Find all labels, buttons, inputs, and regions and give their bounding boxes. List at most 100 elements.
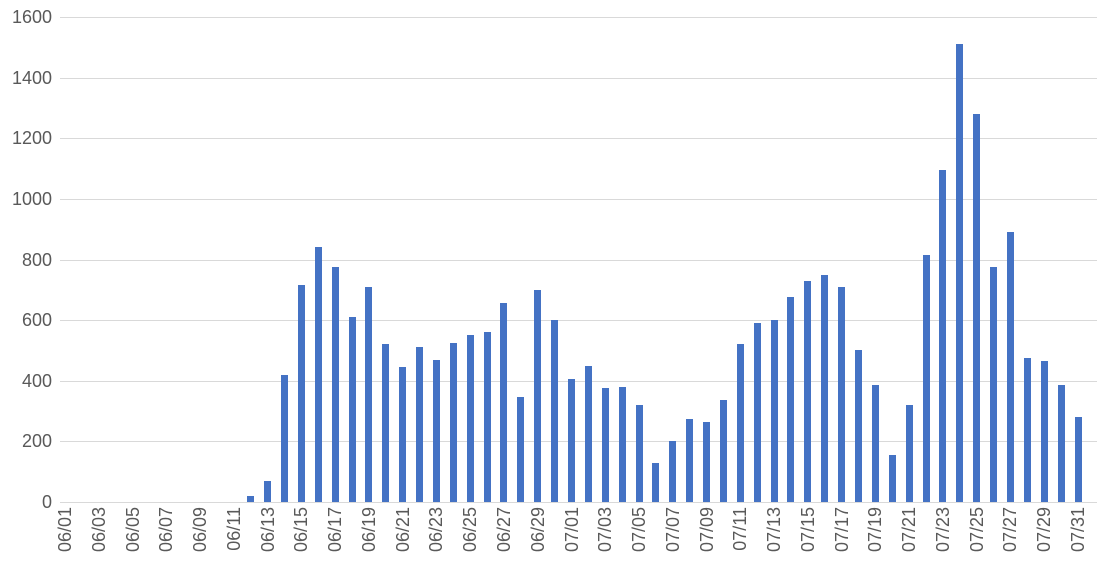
x-tick-label-07/05: 07/05 [629, 507, 650, 553]
gridline-0 [60, 502, 1097, 503]
x-tick-label-07/17: 07/17 [831, 507, 852, 553]
bar-07/16[interactable] [821, 274, 829, 502]
bar-06/27[interactable] [500, 303, 508, 502]
bar-06/14[interactable] [280, 374, 288, 502]
x-tick-label-06/09: 06/09 [190, 507, 211, 553]
y-tick-label-1600: 1600 [11, 7, 52, 27]
x-tick-label-07/31: 07/31 [1068, 507, 1088, 553]
gridline-1600 [60, 17, 1097, 18]
bar-07/24[interactable] [956, 44, 964, 502]
x-tick-label-07/23: 07/23 [932, 507, 953, 553]
bar-07/11[interactable] [736, 344, 744, 502]
x-tick-label-06/19: 06/19 [358, 507, 379, 553]
bar-07/19[interactable] [871, 385, 879, 502]
bar-07/07[interactable] [669, 441, 677, 502]
y-tick-label-200: 200 [21, 431, 52, 452]
x-tick-label-06/01: 06/01 [55, 507, 75, 553]
x-tick-label-06/21: 06/21 [392, 507, 413, 553]
bar-06/17[interactable] [331, 267, 339, 502]
x-tick-label-07/29: 07/29 [1034, 507, 1055, 553]
gridline-1200 [60, 138, 1097, 140]
x-tick-label-06/15: 06/15 [291, 507, 312, 553]
x-tick-label-07/27: 07/27 [1000, 507, 1021, 553]
bar-06/13[interactable] [264, 480, 272, 502]
bar-06/15[interactable] [297, 285, 305, 502]
gridline-200 [60, 441, 1097, 443]
x-tick-label-06/11: 06/11 [223, 507, 244, 551]
bar-06/25[interactable] [466, 335, 474, 502]
bar-07/28[interactable] [1023, 358, 1031, 502]
x-tick-label-06/07: 06/07 [156, 507, 177, 553]
y-tick-label-600: 600 [21, 310, 52, 331]
x-tick-label-07/15: 07/15 [797, 507, 818, 553]
bar-06/26[interactable] [483, 332, 491, 502]
x-tick-label-06/29: 06/29 [527, 507, 548, 553]
gridline-600 [60, 320, 1097, 322]
bar-07/21[interactable] [905, 405, 913, 502]
plot-area [60, 17, 1097, 503]
bar-07/02[interactable] [584, 365, 592, 502]
bar-07/01[interactable] [568, 379, 575, 502]
bar-07/05[interactable] [635, 405, 643, 502]
bar-07/14[interactable] [787, 297, 795, 502]
bar-07/26[interactable] [990, 267, 998, 502]
bar-07/31[interactable] [1074, 417, 1082, 502]
bar-06/20[interactable] [382, 344, 390, 502]
x-tick-label-06/27: 06/27 [493, 507, 514, 553]
x-tick-label-07/07: 07/07 [662, 507, 683, 553]
x-tick-label-06/23: 06/23 [426, 507, 447, 553]
y-tick-label-1000: 1000 [11, 188, 52, 209]
y-tick-label-0: 0 [41, 492, 52, 512]
bar-07/22[interactable] [922, 254, 930, 502]
bar-07/03[interactable] [601, 388, 609, 502]
gridline-1400 [60, 77, 1097, 79]
y-tick-label-800: 800 [21, 249, 52, 270]
x-tick-label-07/11: 07/11 [730, 507, 751, 551]
bar-06/12[interactable] [247, 495, 255, 502]
bar-07/20[interactable] [888, 455, 896, 502]
bar-06/29[interactable] [534, 289, 542, 502]
bar-06/24[interactable] [449, 342, 457, 502]
bar-06/28[interactable] [517, 397, 525, 502]
bar-07/18[interactable] [855, 350, 863, 502]
bar-07/25[interactable] [973, 114, 981, 502]
y-tick-label-1400: 1400 [11, 67, 52, 88]
x-tick-label-07/01: 07/01 [561, 507, 582, 553]
gridline-800 [60, 259, 1097, 261]
x-tick-label-07/09: 07/09 [696, 507, 717, 553]
bar-07/17[interactable] [838, 286, 846, 502]
bar-07/15[interactable] [804, 280, 812, 502]
bar-06/22[interactable] [416, 347, 424, 502]
bar-06/18[interactable] [348, 317, 356, 502]
gridline-1000 [60, 198, 1097, 200]
bar-07/06[interactable] [652, 462, 660, 502]
x-tick-label-07/13: 07/13 [764, 507, 785, 553]
bar-06/16[interactable] [314, 247, 322, 502]
x-tick-label-06/25: 06/25 [460, 507, 481, 553]
x-tick-label-07/03: 07/03 [595, 507, 616, 553]
bar-07/13[interactable] [770, 320, 778, 502]
x-tick-label-06/05: 06/05 [122, 507, 143, 553]
x-tick-label-06/17: 06/17 [325, 507, 346, 553]
x-tick-label-07/25: 07/25 [966, 507, 987, 553]
bar-06/30[interactable] [551, 320, 559, 502]
x-tick-label-07/19: 07/19 [865, 507, 886, 553]
bar-06/21[interactable] [399, 367, 407, 502]
bar-07/08[interactable] [686, 418, 694, 502]
bar-07/27[interactable] [1006, 232, 1014, 502]
bar-07/12[interactable] [753, 323, 761, 502]
bar-06/23[interactable] [432, 359, 440, 502]
bar-07/29[interactable] [1040, 361, 1048, 502]
bar-07/30[interactable] [1057, 385, 1065, 502]
y-tick-label-400: 400 [21, 370, 52, 391]
x-tick-label-06/13: 06/13 [257, 507, 278, 553]
bar-07/04[interactable] [618, 386, 626, 502]
x-tick-label-06/03: 06/03 [88, 507, 109, 553]
x-tick-label-07/21: 07/21 [899, 507, 920, 553]
y-tick-label-1200: 1200 [11, 128, 52, 149]
bar-06/19[interactable] [365, 286, 373, 502]
bar-07/09[interactable] [703, 421, 711, 502]
bar-07/23[interactable] [939, 170, 947, 502]
bar-07/10[interactable] [719, 400, 727, 502]
